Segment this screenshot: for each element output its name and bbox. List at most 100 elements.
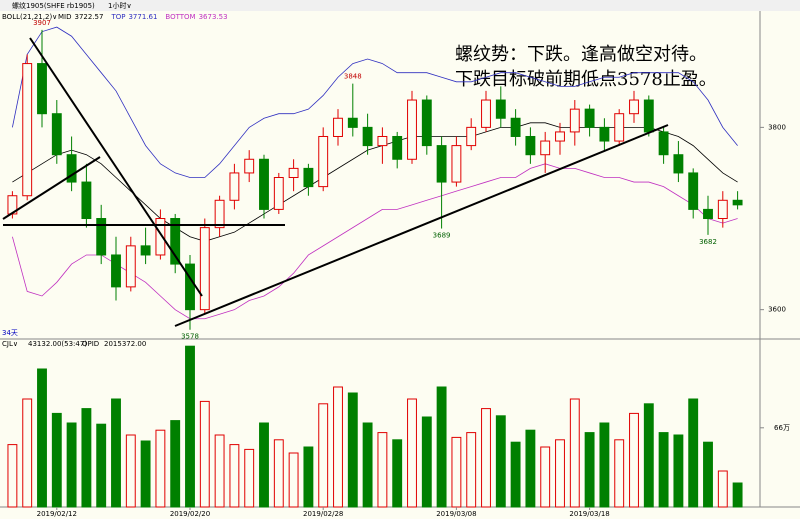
candle-body <box>643 99 654 133</box>
volume-bar <box>273 439 284 508</box>
volume-bar <box>421 416 432 508</box>
candle-body <box>22 63 33 197</box>
candle-body <box>717 199 728 220</box>
volume-bar <box>333 386 343 508</box>
price-label: 3689 <box>433 232 451 240</box>
candle-body <box>629 99 639 115</box>
candle-body <box>481 99 491 128</box>
trend-lines <box>2 37 669 327</box>
candle-body <box>288 167 299 178</box>
volume-bar <box>377 432 388 508</box>
x-tick-label: 2019/02/12 <box>37 510 77 518</box>
x-tick-label: 2019/03/08 <box>436 510 476 518</box>
band-line <box>12 26 738 178</box>
volume-bar <box>37 368 47 508</box>
volume-bar <box>703 441 713 508</box>
period-selector[interactable]: 1小时∨ <box>108 1 132 10</box>
chart-title: 螺纹1905(SHFE rb1905) <box>12 1 95 10</box>
volume-bar <box>199 400 210 508</box>
volume-bar <box>688 398 699 508</box>
candle-body <box>407 99 417 160</box>
candle-body <box>155 218 166 256</box>
volume-bar <box>81 408 92 508</box>
volume-bar <box>658 432 669 508</box>
volume-header: 43132.00(53:47) <box>28 340 87 348</box>
volume-header: OPID <box>82 340 99 348</box>
volume-bar <box>155 429 166 508</box>
volume-bar <box>318 403 329 508</box>
x-tick-label: 2019/02/20 <box>170 510 210 518</box>
candle-body <box>66 154 77 183</box>
candle-body <box>347 117 358 128</box>
candle-body <box>703 208 713 220</box>
candle-body <box>510 117 521 137</box>
volume-bar <box>629 412 639 508</box>
price-label: 3848 <box>344 73 362 81</box>
candle-body <box>421 99 432 147</box>
volume-bar <box>436 386 447 508</box>
price-label: 3907 <box>33 19 51 27</box>
candle-body <box>140 245 151 256</box>
volume-bar <box>599 422 610 508</box>
candle-body <box>614 113 625 142</box>
candle-body <box>451 145 462 183</box>
candle-body <box>81 181 92 220</box>
candle-body <box>436 145 447 183</box>
volume-bar <box>495 415 506 508</box>
volume-bar <box>259 422 269 508</box>
days-label: 34天 <box>2 329 18 337</box>
volume-bar <box>362 422 373 508</box>
legend-value: 3722.57 <box>75 13 104 21</box>
volume-bar <box>407 398 417 508</box>
y-tick-label: 3800 <box>768 123 786 131</box>
volume-header: CJL∨ <box>2 340 18 348</box>
volume-bar <box>244 448 255 508</box>
candle-body <box>37 63 47 115</box>
candle-body <box>732 199 743 206</box>
volume-bar <box>569 398 580 508</box>
volume-bar <box>481 408 491 508</box>
volume-bar <box>125 434 136 508</box>
price-label: 3682 <box>699 238 717 246</box>
y-tick-label: 3600 <box>768 306 786 314</box>
candle-body <box>525 135 536 156</box>
volume-bar <box>140 440 151 508</box>
volume-bar <box>288 452 299 508</box>
candle-body <box>51 113 62 156</box>
volume-bar <box>170 420 181 508</box>
legend-name: TOP <box>110 13 125 21</box>
candle-body <box>318 135 329 188</box>
legend-value: 3673.53 <box>199 13 228 21</box>
volume-bar <box>614 439 625 508</box>
volume-header: 2015372.00 <box>104 340 146 348</box>
annotation: 下跌目标破前期低点3578止盈。 <box>455 69 717 90</box>
indicator-name[interactable]: BOLL(21,21,2)∨ <box>2 13 57 21</box>
candle-body <box>185 263 195 311</box>
candle-body <box>540 140 551 156</box>
candle-body <box>333 117 343 137</box>
volume-bar <box>22 398 33 508</box>
legend-name: BOTTOM <box>165 13 195 21</box>
volume-bar <box>96 423 107 508</box>
candle-body <box>303 167 314 188</box>
candle-body <box>199 227 210 311</box>
candle-body <box>555 131 565 142</box>
volume-bar <box>7 444 18 508</box>
candle-body <box>96 218 107 256</box>
trend-line <box>174 124 669 327</box>
candle-body <box>466 126 477 147</box>
volume-bar <box>525 429 536 508</box>
candle-body <box>584 108 595 128</box>
volume-bar <box>643 403 654 508</box>
legend-name: MID <box>58 13 72 21</box>
candle-body <box>599 126 610 142</box>
volume-bar <box>303 446 314 508</box>
title-bar <box>0 0 800 11</box>
candle-body <box>273 177 284 210</box>
volume-bar <box>673 434 684 508</box>
volume-bar <box>185 345 195 508</box>
volume-bar <box>466 432 477 508</box>
candle-body <box>673 154 684 174</box>
volume-bar <box>347 392 358 508</box>
